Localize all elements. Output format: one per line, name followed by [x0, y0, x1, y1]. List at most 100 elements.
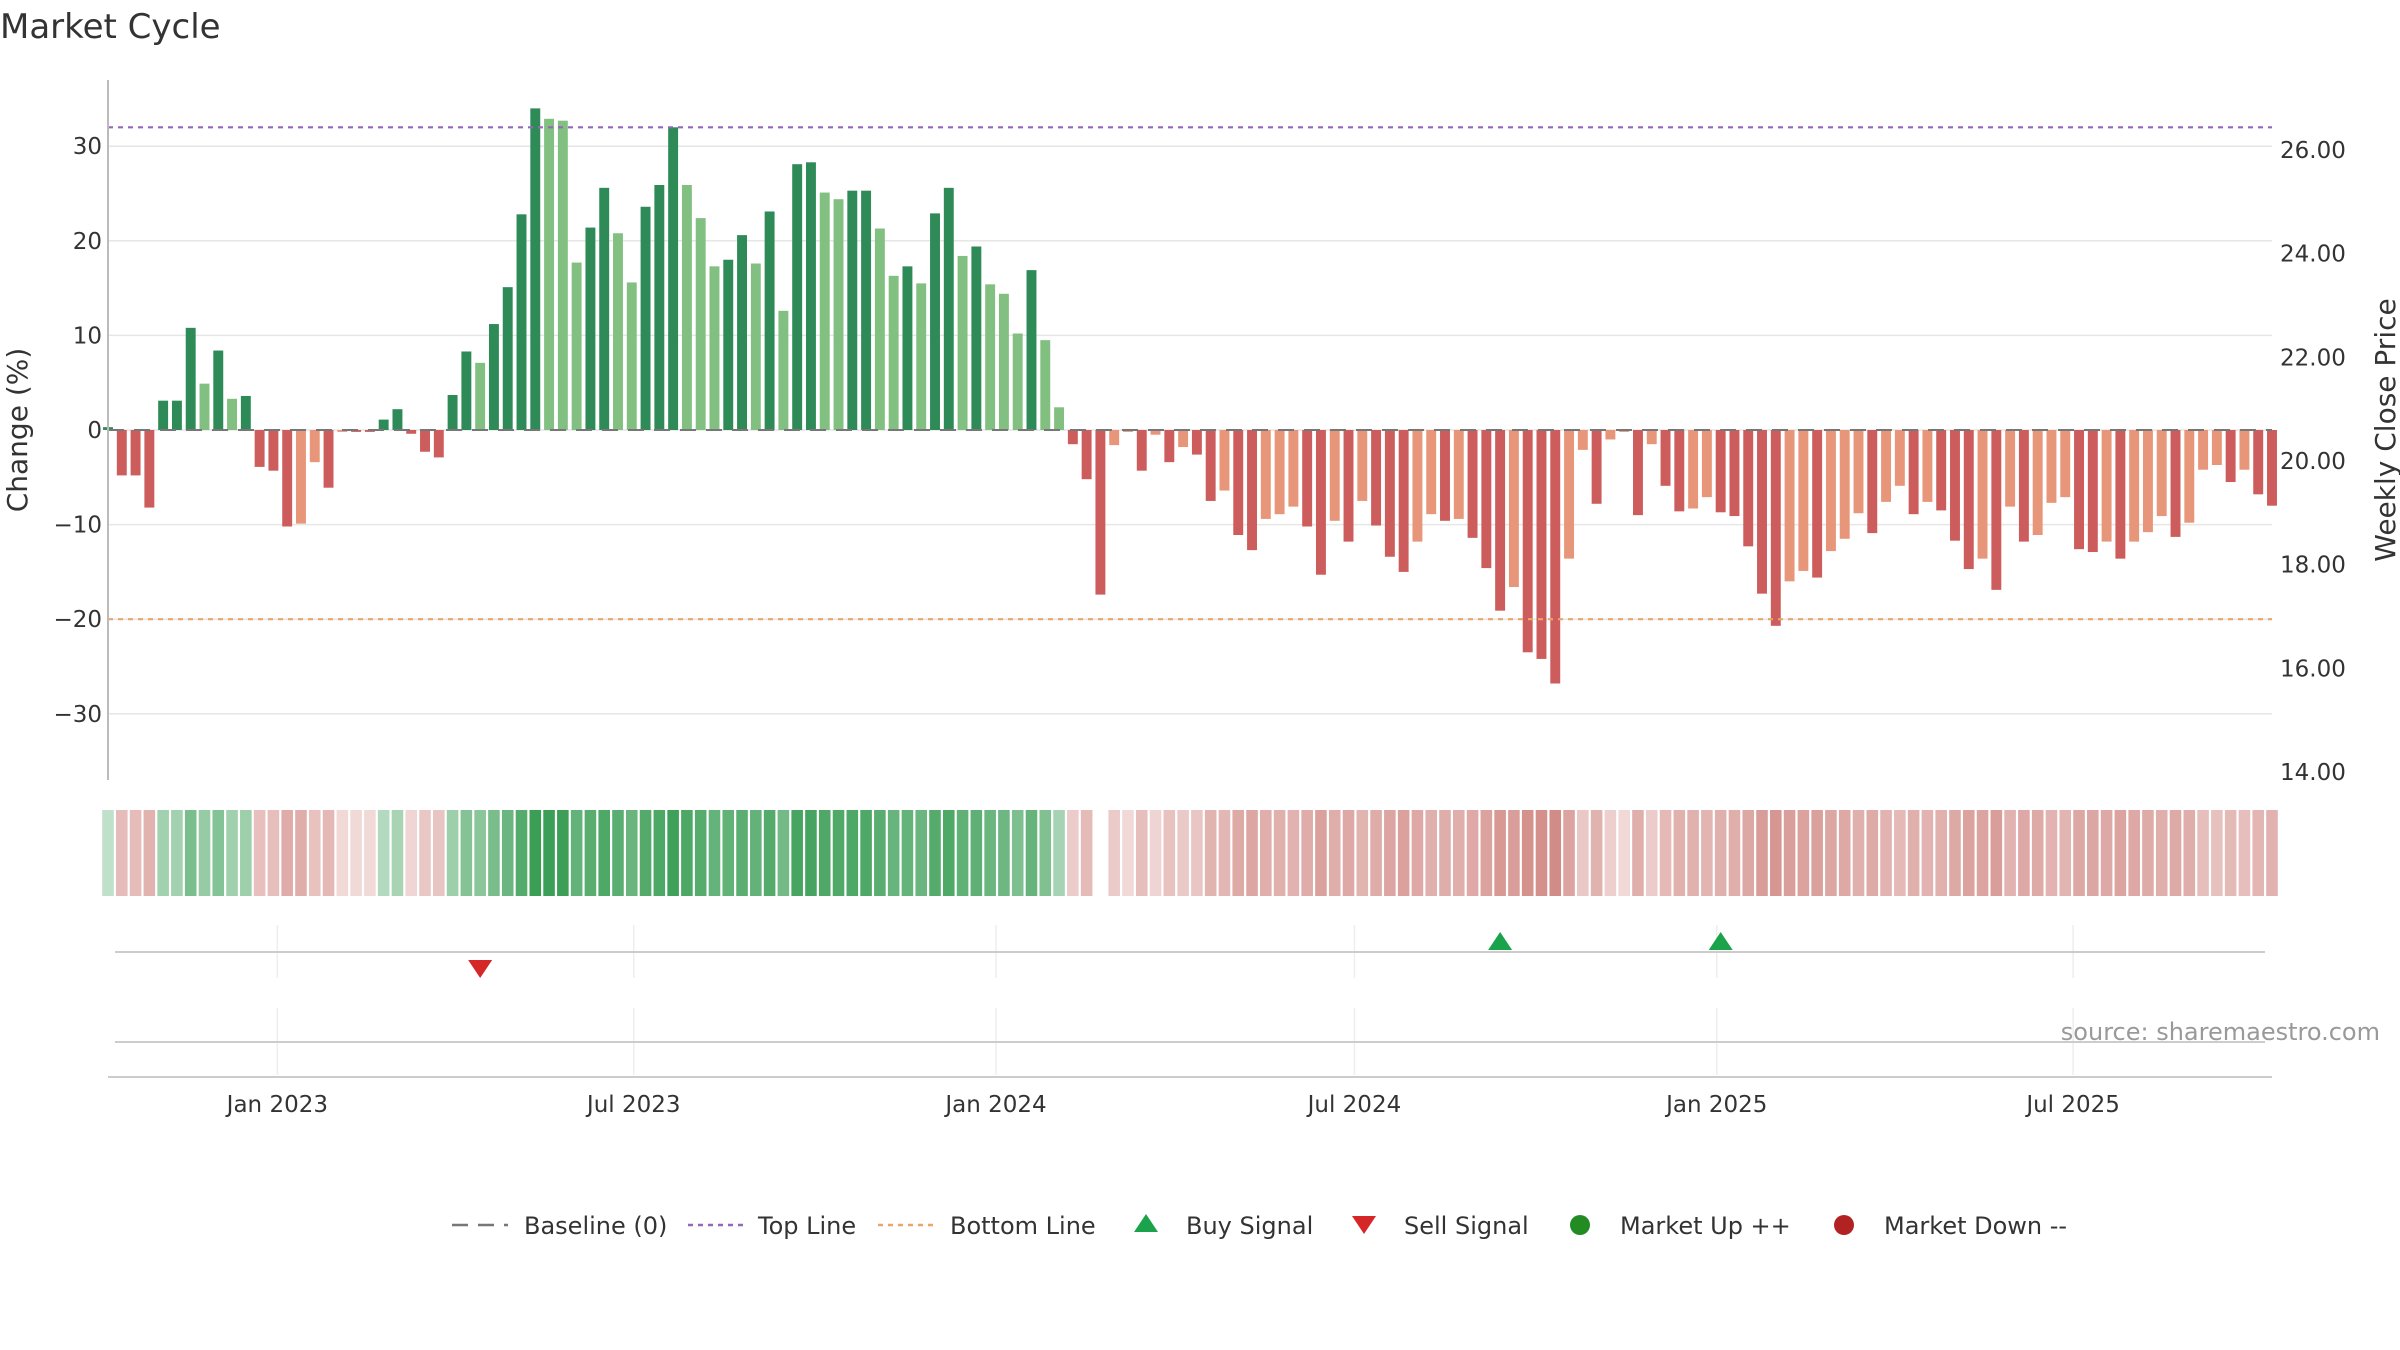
bar [778, 310, 789, 430]
heat-cell [1742, 810, 1755, 896]
bar [1825, 430, 1836, 552]
heat-cell [157, 810, 169, 896]
heat-cell [901, 810, 914, 896]
bars [103, 108, 2277, 684]
heat-cell [1604, 810, 1617, 896]
heat-cell [805, 810, 817, 896]
y-tick-label-left: −10 [53, 513, 102, 539]
legend-label: Sell Signal [1404, 1212, 1529, 1240]
bar [240, 395, 251, 430]
heat-cell [1770, 810, 1782, 896]
heat-cell [681, 810, 693, 896]
heat-cell [102, 810, 114, 896]
bar [681, 185, 692, 430]
bar [1191, 430, 1202, 455]
x-tick-label: Jan 2024 [943, 1092, 1046, 1118]
bar [1329, 430, 1340, 521]
heat-cell [253, 810, 266, 896]
heat-cell [2142, 810, 2154, 896]
heat-cell [1632, 810, 1644, 896]
y-tick-label-left: 0 [87, 418, 102, 444]
bar [750, 263, 761, 430]
bar [916, 283, 927, 430]
bar [158, 400, 169, 430]
bar [1495, 430, 1506, 611]
heat-cell [1080, 810, 1093, 896]
heat-cell [639, 810, 652, 896]
bar [1798, 430, 1809, 571]
heat-cell [1962, 810, 1975, 896]
bar [1343, 430, 1354, 542]
bar [1522, 430, 1533, 653]
heat-cell [364, 810, 376, 896]
heat-cell [1011, 810, 1024, 896]
bar [2156, 430, 2167, 517]
bar [516, 214, 527, 430]
heat-cell [1852, 810, 1865, 896]
heat-cell [1328, 810, 1341, 896]
heat-cell [722, 810, 735, 896]
bar [874, 228, 885, 430]
axes: 30 20 10 0 −10 −20 −30 26.00 24.00 22.00 20.00 18.0… [53, 80, 2346, 786]
heat-cell [1783, 810, 1796, 896]
legend-item: Bottom Line [878, 1212, 1096, 1240]
heat-cell [1811, 810, 1823, 896]
heat-cell [1838, 810, 1851, 896]
legend-label: Buy Signal [1186, 1212, 1313, 1240]
bar [1991, 430, 2002, 590]
legend-buy-triangle-icon [1134, 1214, 1158, 1232]
bar [2211, 430, 2222, 465]
heat-cell [1866, 810, 1879, 896]
heat-cell [1797, 810, 1810, 896]
y-tick-label-right: 16.00 [2280, 656, 2346, 682]
bar [737, 235, 748, 430]
bar [171, 400, 182, 430]
heat-cell [2183, 810, 2196, 896]
heat-cell [1880, 810, 1892, 896]
heat-cell [1135, 810, 1148, 896]
bar [420, 430, 430, 452]
y-tick-label-right: 26.00 [2280, 138, 2346, 164]
bar [2046, 430, 2057, 503]
heat-cell [929, 810, 941, 896]
bar [2060, 430, 2071, 498]
heat-cell [377, 810, 390, 896]
bar [1715, 430, 1726, 513]
bar [1757, 430, 1767, 594]
heat-cell [1053, 810, 1065, 896]
heat-cell [1494, 810, 1506, 896]
bar [792, 164, 803, 430]
heat-cell [2266, 810, 2278, 896]
heat-cell [419, 810, 431, 896]
bar [1357, 430, 1368, 501]
heat-cell [267, 810, 280, 896]
bar [1150, 430, 1161, 435]
heat-cell [694, 810, 707, 896]
heat-cell [1039, 810, 1052, 896]
bar [1315, 430, 1326, 575]
heat-cell [846, 810, 859, 896]
bar [1040, 340, 1051, 430]
heat-cell [350, 810, 362, 896]
bar [1977, 430, 1988, 559]
bar [971, 246, 982, 430]
heat-cell [984, 810, 996, 896]
bar [530, 108, 541, 430]
bar [2198, 430, 2209, 470]
heat-cell [1659, 810, 1672, 896]
bar [2087, 430, 2098, 553]
bar [847, 190, 858, 430]
bar [213, 350, 224, 430]
heat-cell [1342, 810, 1355, 896]
heat-cell [2252, 810, 2265, 896]
heat-cell [625, 810, 638, 896]
x-tick-label: Jul 2025 [2024, 1092, 2120, 1118]
heat-cell [1673, 810, 1686, 896]
heat-cell [653, 810, 666, 896]
heat-cell [1246, 810, 1258, 896]
heat-cell [1108, 810, 1120, 896]
bar [1550, 430, 1561, 684]
heat-cell [1466, 810, 1479, 896]
bar [1095, 430, 1106, 595]
heat-cell [1273, 810, 1286, 896]
